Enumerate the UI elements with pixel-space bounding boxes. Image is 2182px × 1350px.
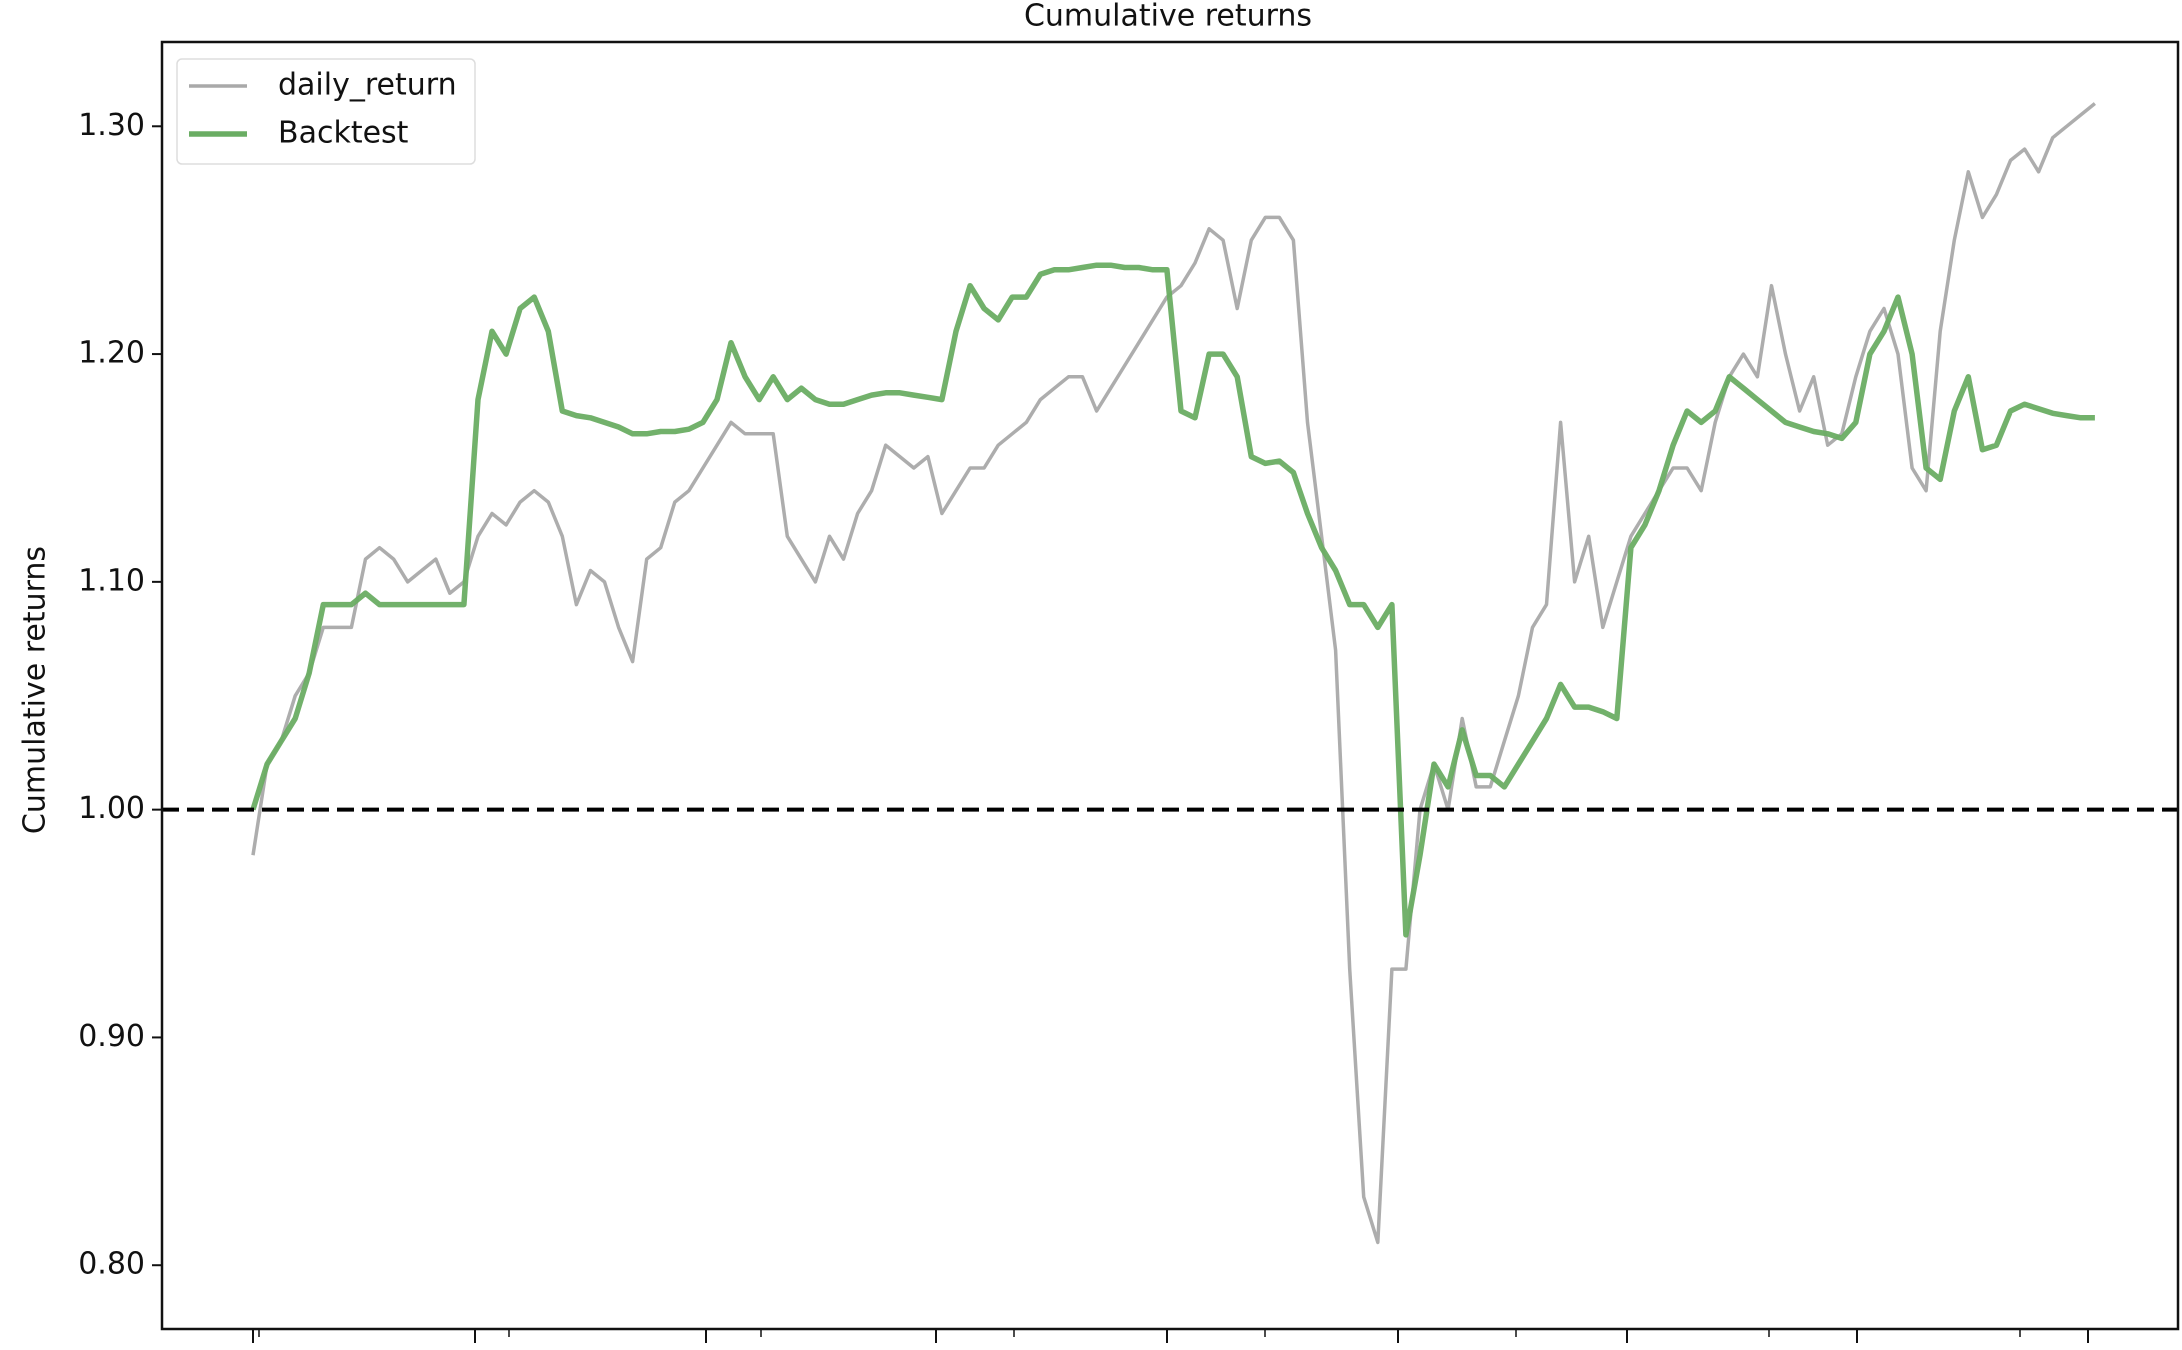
y-tick-label: 1.30 (78, 108, 145, 143)
y-tick-label: 1.00 (78, 791, 145, 826)
legend-label: daily_return (278, 68, 457, 103)
series-line (251, 102, 2097, 1245)
plot-frame (160, 40, 2180, 1331)
y-axis-label: Cumulative returns (18, 546, 53, 834)
y-tick-label: 1.10 (78, 563, 145, 598)
y-tick-label: 0.90 (78, 1019, 145, 1054)
series-line (250, 262, 2095, 938)
y-tick-label: 1.20 (78, 336, 145, 371)
y-tick-label: 0.80 (78, 1247, 145, 1282)
chart-title: Cumulative returns (1024, 0, 1312, 34)
legend-label: Backtest (278, 116, 409, 151)
legend-box (176, 58, 476, 165)
